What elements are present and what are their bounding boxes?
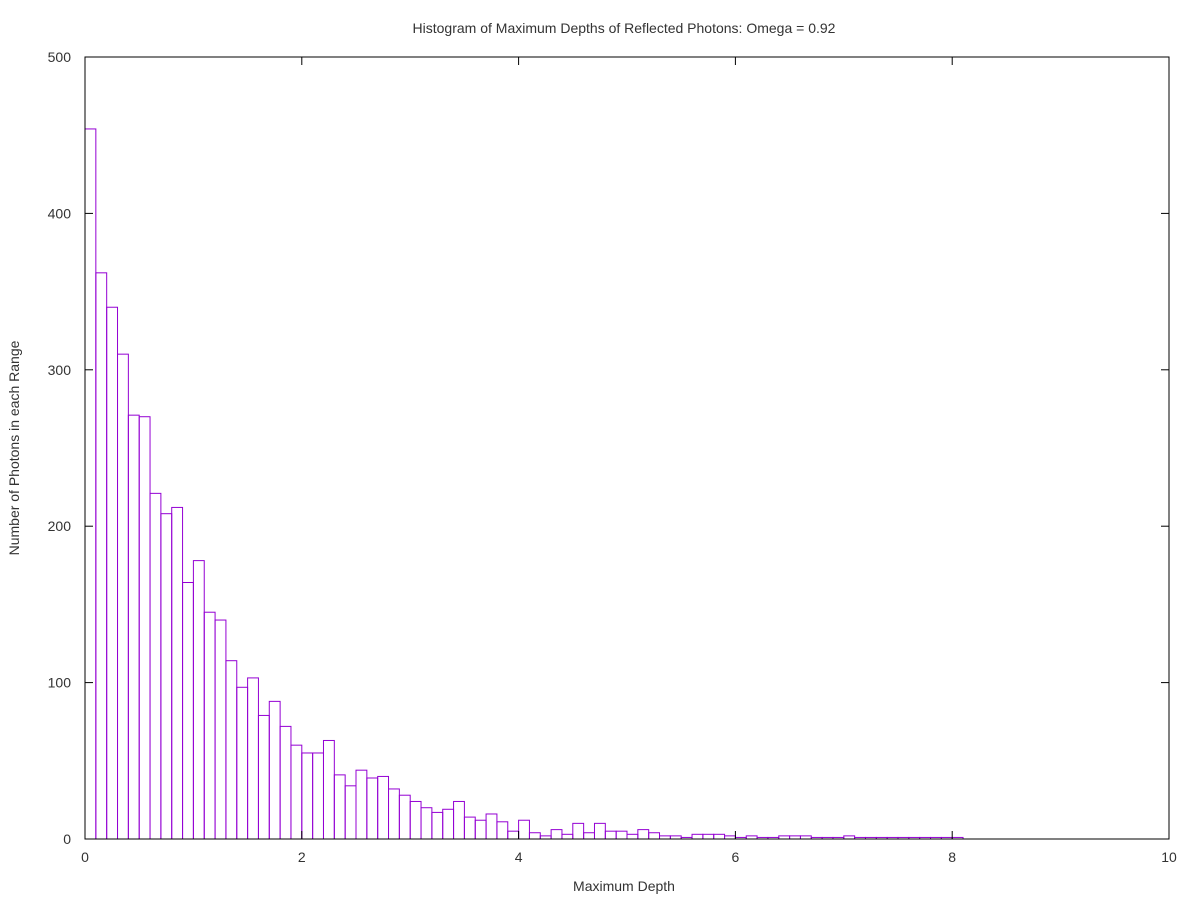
histogram-bar bbox=[138, 416, 151, 840]
histogram-bar bbox=[279, 725, 292, 840]
histogram-bar bbox=[127, 414, 140, 840]
histogram-bar bbox=[268, 700, 281, 840]
histogram-bar bbox=[474, 819, 487, 840]
y-tick-label: 500 bbox=[48, 49, 72, 65]
x-tick-label: 0 bbox=[81, 849, 89, 865]
y-tick-label: 300 bbox=[48, 362, 72, 378]
y-tick-label: 200 bbox=[48, 518, 72, 534]
histogram-bar bbox=[117, 353, 129, 840]
x-tick-label: 8 bbox=[948, 849, 956, 865]
x-axis-ticks: 0 2 4 6 8 10 bbox=[81, 57, 1177, 865]
histogram-bar bbox=[453, 800, 465, 840]
histogram-bar bbox=[431, 811, 444, 840]
histogram-bar bbox=[583, 832, 595, 840]
histogram-bar bbox=[192, 560, 205, 840]
x-tick-label: 4 bbox=[515, 849, 523, 865]
histogram-bar bbox=[182, 582, 194, 840]
histogram-bar bbox=[160, 513, 173, 840]
histogram-bar bbox=[366, 777, 379, 840]
histogram-bar bbox=[149, 492, 162, 840]
x-tick-label: 10 bbox=[1161, 849, 1177, 865]
y-tick-label: 100 bbox=[48, 675, 72, 691]
histogram-bar bbox=[312, 752, 324, 840]
y-axis-label: Number of Photons in each Range bbox=[6, 340, 22, 555]
histogram-bar bbox=[420, 807, 433, 840]
histogram-bar bbox=[615, 830, 628, 840]
histogram-bar bbox=[333, 774, 346, 840]
histogram-bar bbox=[344, 785, 357, 840]
histogram-bar bbox=[637, 829, 650, 840]
histogram-bar bbox=[485, 813, 498, 840]
histogram-bar bbox=[593, 822, 606, 840]
y-tick-label: 0 bbox=[63, 831, 71, 847]
histogram-bar bbox=[95, 272, 108, 840]
histogram-bar bbox=[398, 794, 411, 840]
histogram-bar bbox=[355, 769, 368, 840]
histogram-bar bbox=[561, 833, 574, 840]
histogram-bar bbox=[442, 808, 455, 840]
histogram-bar bbox=[496, 821, 509, 840]
histogram-bar bbox=[463, 816, 476, 840]
histogram-bar bbox=[301, 752, 314, 840]
histogram-bar bbox=[409, 800, 422, 840]
histogram-bar bbox=[713, 833, 726, 840]
x-tick-label: 2 bbox=[298, 849, 306, 865]
histogram-bar bbox=[236, 686, 249, 840]
histogram-bar bbox=[84, 128, 97, 840]
histogram-bar bbox=[626, 833, 639, 840]
histogram-bar bbox=[388, 788, 400, 840]
y-tick-label: 400 bbox=[48, 205, 72, 221]
histogram-bar bbox=[377, 775, 390, 840]
histogram-bar bbox=[528, 832, 541, 840]
histogram-bar bbox=[290, 744, 303, 840]
histogram-bar bbox=[322, 739, 335, 840]
histogram-bar bbox=[257, 714, 270, 840]
x-axis-label: Maximum Depth bbox=[573, 878, 675, 894]
histogram-bar bbox=[518, 819, 530, 840]
histogram-bar bbox=[604, 830, 617, 840]
histogram-bar bbox=[507, 830, 520, 840]
bars-group bbox=[84, 128, 964, 840]
histogram-bar bbox=[214, 619, 227, 840]
histogram-bar bbox=[247, 677, 259, 840]
histogram-bar bbox=[171, 506, 184, 840]
histogram-bar bbox=[702, 833, 715, 840]
histogram-bar bbox=[648, 832, 661, 840]
histogram-bar bbox=[691, 833, 704, 840]
histogram-bar bbox=[572, 822, 585, 840]
chart-title: Histogram of Maximum Depths of Reflected… bbox=[413, 20, 836, 36]
histogram-bar bbox=[225, 660, 238, 840]
plot-frame bbox=[84, 56, 1170, 840]
histogram-bar bbox=[106, 306, 119, 840]
histogram-bar bbox=[550, 829, 563, 840]
x-tick-label: 6 bbox=[732, 849, 740, 865]
y-axis-ticks: 0 100 200 300 400 500 bbox=[48, 49, 1169, 847]
histogram-bar bbox=[203, 611, 216, 840]
